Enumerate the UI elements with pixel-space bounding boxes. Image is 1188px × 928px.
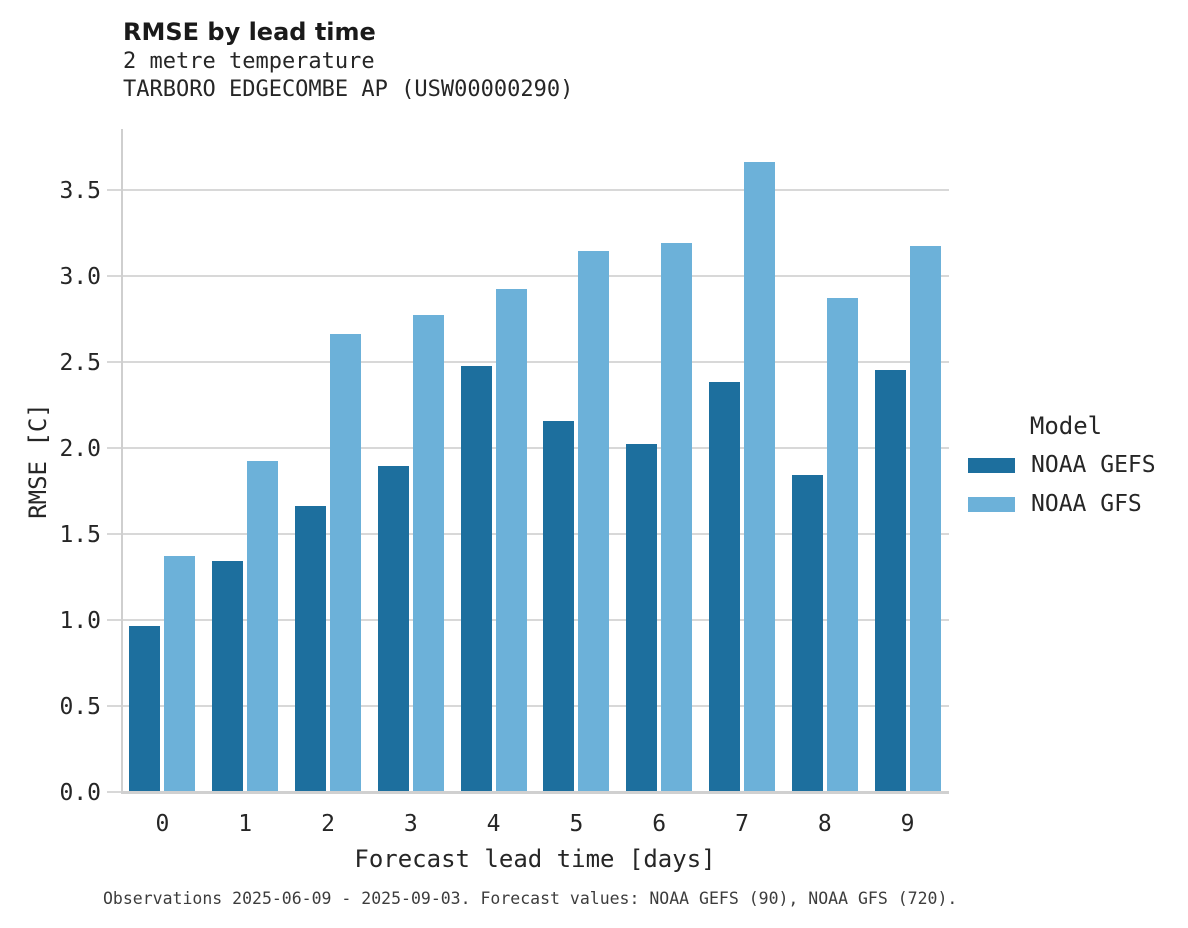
bar-noaa-gfs-day-4 xyxy=(495,288,527,793)
y-tick-label: 3.0 xyxy=(59,263,101,290)
bar-noaa-gfs-day-9 xyxy=(909,245,941,793)
bar-group-day-0 xyxy=(121,129,204,793)
y-tick-label: 2.0 xyxy=(59,435,101,462)
gridline xyxy=(107,446,949,449)
y-axis-label: RMSE [C] xyxy=(24,403,52,519)
bar-noaa-gefs-day-7 xyxy=(708,381,740,793)
y-tick-label: 1.0 xyxy=(59,607,101,634)
x-tick-label: 8 xyxy=(817,811,832,837)
legend-item-noaa-gfs: NOAA GFS xyxy=(968,491,1183,517)
chart-subtitle-variable: 2 metre temperature xyxy=(123,49,375,74)
y-tick-label: 2.5 xyxy=(59,349,101,376)
x-tick-label: 7 xyxy=(735,811,749,837)
legend-swatch xyxy=(968,496,1015,512)
legend: Model NOAA GEFS NOAA GFS xyxy=(968,412,1183,530)
bar-noaa-gfs-day-6 xyxy=(661,242,693,793)
legend-swatch xyxy=(968,457,1015,473)
bar-noaa-gfs-day-7 xyxy=(743,161,775,793)
gridline xyxy=(107,274,949,277)
gridline xyxy=(107,360,949,363)
y-axis-spine xyxy=(121,129,123,793)
y-tick-label: 1.5 xyxy=(59,521,101,548)
legend-label: NOAA GEFS xyxy=(1031,452,1156,478)
bar-group-day-8 xyxy=(783,129,866,793)
gridline xyxy=(107,618,949,621)
bar-group-day-9 xyxy=(866,129,949,793)
bar-group-day-2 xyxy=(287,129,370,793)
bar-group-day-6 xyxy=(618,129,701,793)
y-tick-label: 0.0 xyxy=(59,780,101,806)
x-tick-label: 4 xyxy=(486,811,501,837)
bar-group-day-1 xyxy=(204,129,287,793)
bar-noaa-gefs-day-8 xyxy=(791,474,823,793)
bar-group-day-5 xyxy=(535,129,618,793)
bar-group-day-3 xyxy=(369,129,452,793)
gridline xyxy=(107,705,949,707)
x-tick-label: 6 xyxy=(652,811,667,837)
bar-noaa-gfs-day-3 xyxy=(412,314,444,793)
bar-noaa-gefs-day-6 xyxy=(626,443,658,793)
y-tick-label: 3.5 xyxy=(59,177,101,204)
bar-noaa-gfs-day-5 xyxy=(578,251,610,793)
gridline xyxy=(107,532,949,535)
x-axis-spine xyxy=(121,791,949,794)
bar-noaa-gfs-day-8 xyxy=(826,297,858,793)
footnote-caption: Observations 2025-06-09 - 2025-09-03. Fo… xyxy=(103,889,958,908)
legend-item-noaa-gefs: NOAA GEFS xyxy=(968,452,1183,478)
legend-items: NOAA GEFS NOAA GFS xyxy=(968,452,1183,517)
y-tick-label: 0.5 xyxy=(59,693,101,720)
bar-noaa-gefs-day-2 xyxy=(294,505,326,793)
bar-noaa-gfs-day-2 xyxy=(329,333,361,793)
bar-noaa-gefs-day-4 xyxy=(460,366,492,793)
bar-noaa-gefs-day-5 xyxy=(543,421,575,793)
bar-noaa-gefs-day-3 xyxy=(377,466,409,793)
x-tick-label: 1 xyxy=(238,811,253,837)
bar-noaa-gefs-day-1 xyxy=(212,560,244,793)
bar-noaa-gefs-day-9 xyxy=(874,369,906,793)
bar-group-day-7 xyxy=(701,129,784,793)
bar-series-container xyxy=(121,129,949,793)
x-tick-label: 3 xyxy=(403,811,418,837)
plot-area xyxy=(107,129,949,794)
bar-noaa-gfs-day-1 xyxy=(247,461,279,793)
x-tick-label: 0 xyxy=(155,811,170,837)
x-tick-label: 5 xyxy=(569,811,584,837)
x-tick-label: 2 xyxy=(321,811,335,837)
x-axis-label: Forecast lead time [days] xyxy=(354,845,716,873)
gridline xyxy=(107,188,949,191)
x-tick-label: 9 xyxy=(900,811,915,837)
chart-subtitle-station: TARBORO EDGECOMBE AP (USW00000290) xyxy=(123,77,574,102)
bar-noaa-gfs-day-0 xyxy=(164,555,196,793)
bar-group-day-4 xyxy=(452,129,535,793)
chart-title: RMSE by lead time xyxy=(123,18,376,46)
legend-label: NOAA GFS xyxy=(1031,491,1142,517)
legend-title: Model xyxy=(1029,412,1103,440)
bar-noaa-gefs-day-0 xyxy=(129,626,161,793)
chart-header: RMSE by lead time 2 metre temperature TA… xyxy=(123,16,573,104)
